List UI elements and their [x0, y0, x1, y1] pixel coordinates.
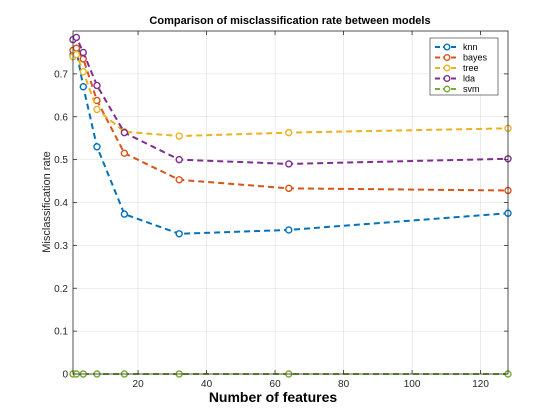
y-tick-label: 0.3 — [54, 241, 68, 252]
legend-marker-tree — [443, 64, 451, 72]
data-point-knn — [79, 83, 87, 91]
data-point-lda — [285, 160, 293, 168]
series-line-tree — [72, 53, 509, 138]
legend-item-knn: knn — [435, 42, 478, 52]
data-point-tree — [79, 68, 87, 76]
legend-marker-svm — [443, 85, 451, 93]
x-tick-label: 80 — [338, 379, 350, 390]
y-tick-label: 0.1 — [54, 327, 68, 338]
legend-label-bayes: bayes — [463, 53, 488, 63]
series-line-lda — [72, 35, 509, 165]
legend-marker-knn — [443, 43, 451, 51]
x-axis-label: Number of features — [209, 389, 338, 405]
legend-item-bayes: bayes — [435, 53, 488, 63]
data-point-lda — [175, 155, 183, 164]
x-tick-label: 60 — [270, 379, 282, 390]
y-tick-label: 0.4 — [54, 198, 68, 209]
y-tick-label: 0.7 — [54, 69, 68, 80]
data-point-lda — [93, 81, 101, 90]
legend-item-tree: tree — [435, 63, 479, 73]
data-point-tree — [285, 128, 293, 137]
chart-title: Comparison of misclassification rate bet… — [149, 15, 430, 27]
legend-item-lda: lda — [435, 74, 475, 84]
legend-label-knn: knn — [463, 42, 478, 52]
data-point-bayes — [120, 149, 129, 157]
y-axis-label: Misclassification rate — [41, 151, 53, 252]
legend-marker-bayes — [443, 54, 451, 61]
data-point-lda — [79, 48, 87, 57]
data-point-knn — [175, 230, 183, 238]
x-tick-label: 20 — [133, 379, 145, 390]
legend-item-svm: svm — [435, 84, 480, 94]
data-point-knn — [120, 210, 129, 218]
data-point-tree — [93, 105, 101, 114]
legend-box — [429, 37, 499, 96]
legend-label-tree: tree — [463, 63, 479, 73]
data-point-lda — [72, 33, 81, 42]
axis-ticks: 20 40 60 80 100 120 0 0.1 0.2 0.3 0.4 0.5 0.6 0.7 — [54, 31, 508, 390]
legend-label-lda: lda — [463, 74, 475, 84]
data-point-bayes — [285, 184, 293, 193]
series-tree — [69, 50, 512, 140]
data-point-lda — [120, 128, 129, 137]
data-point-bayes — [72, 44, 81, 52]
x-tick-label: 40 — [201, 379, 213, 390]
data-point-bayes — [175, 176, 183, 184]
y-tick-label: 0 — [62, 370, 68, 381]
series-line-bayes — [72, 46, 509, 192]
y-tick-label: 0.2 — [54, 284, 68, 295]
y-tick-label: 0.6 — [54, 112, 68, 123]
data-point-knn — [93, 143, 101, 151]
data-point-tree — [175, 132, 183, 140]
y-tick-label: 0.5 — [54, 155, 68, 166]
grid-lines — [73, 31, 508, 375]
data-point-tree — [72, 50, 81, 59]
data-point-knn — [285, 226, 293, 234]
x-tick-label: 120 — [472, 379, 489, 390]
x-tick-label: 100 — [404, 379, 421, 390]
legend-marker-lda — [443, 75, 451, 82]
legend-label-svm: svm — [463, 84, 480, 94]
